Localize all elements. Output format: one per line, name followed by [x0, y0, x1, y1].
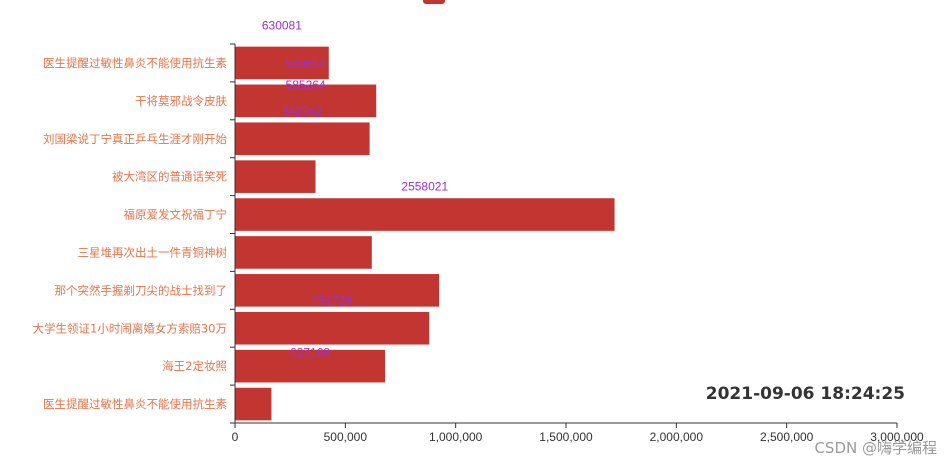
bar[interactable] — [235, 122, 370, 156]
bar[interactable] — [235, 160, 316, 193]
watermark: CSDN @嗨学编程 — [814, 439, 937, 457]
category-label: 干将莫邪战令皮肤 — [135, 94, 227, 108]
category-label: 福原爱发文祝福丁宁 — [124, 208, 228, 222]
category-label: 海王2定妆照 — [162, 359, 227, 373]
category-label: 三星堆再次出土一件青铜神树 — [78, 245, 228, 259]
data-label: 585264 — [286, 78, 326, 92]
bar[interactable] — [235, 236, 372, 269]
category-label: 医生提醒过敏性鼻炎不能使用抗生素 — [43, 56, 227, 70]
x-tick-label: 3,000,000 — [870, 430, 924, 444]
timestamp-label: 2021-09-06 18:24:25 — [705, 384, 905, 404]
bar[interactable] — [235, 311, 430, 345]
data-label: 560654 — [286, 57, 326, 71]
category-label: 刘国梁说丁宁真正乒乓生涯才刚开始 — [43, 132, 227, 146]
bar[interactable] — [235, 84, 377, 118]
x-tick-label: 0 — [232, 430, 239, 444]
category-label: 医生提醒过敏性鼻炎不能使用抗生素 — [43, 397, 227, 411]
x-tick-label: 2,000,000 — [650, 430, 704, 444]
category-label: 被大湾区的普通话笑死 — [112, 170, 227, 184]
data-label: 630081 — [262, 19, 302, 33]
data-label: 627168 — [290, 346, 330, 360]
data-label: 651728 — [312, 293, 352, 307]
x-tick-label: 500,000 — [324, 430, 368, 444]
bar[interactable] — [235, 46, 329, 80]
legend-swatch[interactable] — [423, 0, 445, 4]
category-label: 那个突然手握剃刀尖的战士找到了 — [55, 283, 228, 297]
data-label: 2558021 — [401, 180, 448, 194]
x-tick-label: 1,000,000 — [429, 430, 483, 444]
bar[interactable] — [235, 198, 615, 231]
bar[interactable] — [235, 349, 386, 383]
bar[interactable] — [235, 274, 440, 307]
x-tick-label: 2,500,000 — [760, 430, 814, 444]
x-tick-label: 1,500,000 — [539, 430, 593, 444]
bar[interactable] — [235, 387, 272, 421]
category-label: 大学生领证1小时闹离婚女方索赔30万 — [33, 321, 227, 335]
data-label: 542942 — [282, 104, 322, 118]
